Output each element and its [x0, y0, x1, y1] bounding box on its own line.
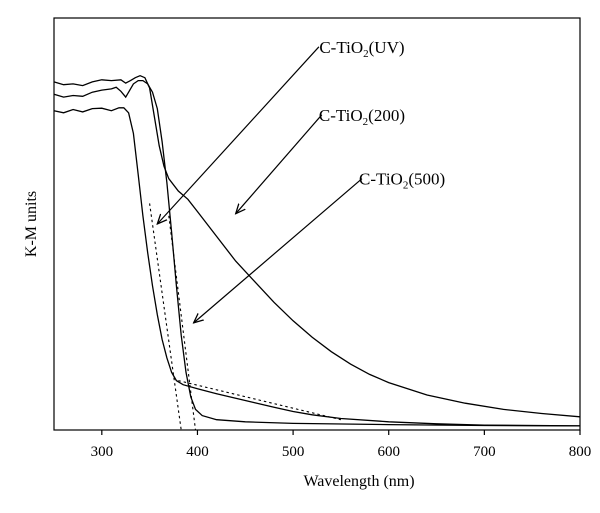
annotation-arrow-ann-200 — [236, 114, 323, 214]
tangent-line-tan-uv-tail — [178, 380, 342, 421]
annotation-label-ann-500: C-TiO2(500) — [359, 170, 445, 192]
x-tick-label: 600 — [377, 444, 400, 460]
series-line-t500 — [53, 79, 581, 427]
y-axis-label: K-M units — [23, 191, 40, 257]
series-line-t200 — [53, 74, 581, 418]
x-tick-label: 400 — [186, 444, 209, 460]
x-tick-label: 500 — [282, 444, 305, 460]
annotation-label-ann-uv: C-TiO2(UV) — [319, 38, 404, 60]
x-tick-label: 800 — [569, 444, 592, 460]
plot-content — [53, 74, 581, 431]
x-axis-label: Wavelength (nm) — [303, 473, 414, 490]
x-tick-label: 700 — [473, 444, 496, 460]
annotation-label-ann-200: C-TiO2(200) — [319, 106, 405, 128]
tangent-line-tan-uv — [149, 203, 182, 431]
x-ticks: 300 400 500 600 700 800 — [91, 430, 592, 460]
annotation-arrow-ann-500 — [194, 178, 363, 323]
x-tick-label: 300 — [91, 444, 114, 460]
annotations: C-TiO2(UV) C-TiO2(200) C-TiO2(500) — [157, 38, 445, 323]
annotation-arrow-ann-uv — [157, 46, 320, 224]
series-line-uv — [53, 107, 581, 427]
plot-frame — [53, 17, 581, 431]
